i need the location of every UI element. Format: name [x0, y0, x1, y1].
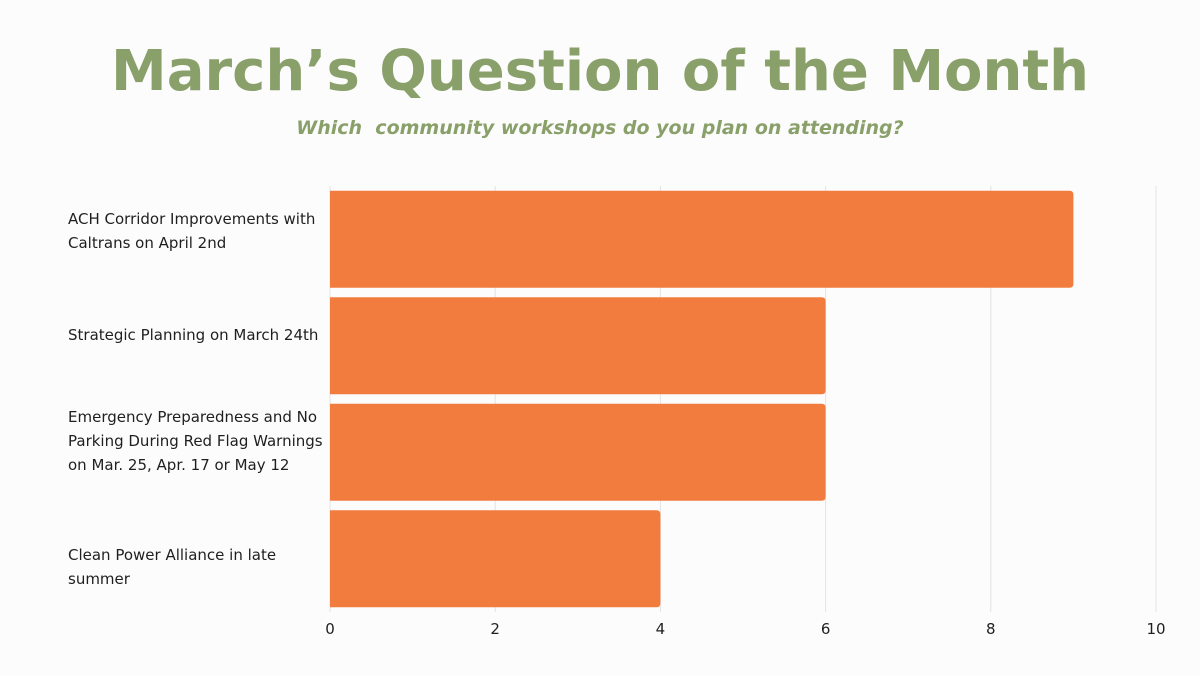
- x-tick-label: 8: [986, 620, 996, 638]
- x-tick-label: 10: [1146, 620, 1165, 638]
- x-tick-label: 4: [656, 620, 666, 638]
- x-tick-label: 0: [325, 620, 335, 638]
- category-label: Emergency Preparedness and No Parking Du…: [68, 408, 323, 474]
- category-label: ACH Corridor Improvements with Caltrans …: [68, 210, 316, 252]
- category-label: Strategic Planning on March 24th: [68, 326, 319, 344]
- bar: [330, 190, 1074, 288]
- bar: [330, 510, 661, 608]
- bar: [330, 297, 826, 395]
- x-axis: 0 2 4 6 8 10: [325, 620, 1165, 638]
- x-tick-label: 2: [490, 620, 500, 638]
- bars: [330, 190, 1074, 608]
- bar: [330, 403, 826, 501]
- category-label: Clean Power Alliance in late summer: [68, 546, 277, 588]
- x-tick-label: 6: [821, 620, 831, 638]
- chart-subtitle: Which community workshops do you plan on…: [296, 117, 904, 139]
- chart-title: March’s Question of the Month: [110, 39, 1090, 104]
